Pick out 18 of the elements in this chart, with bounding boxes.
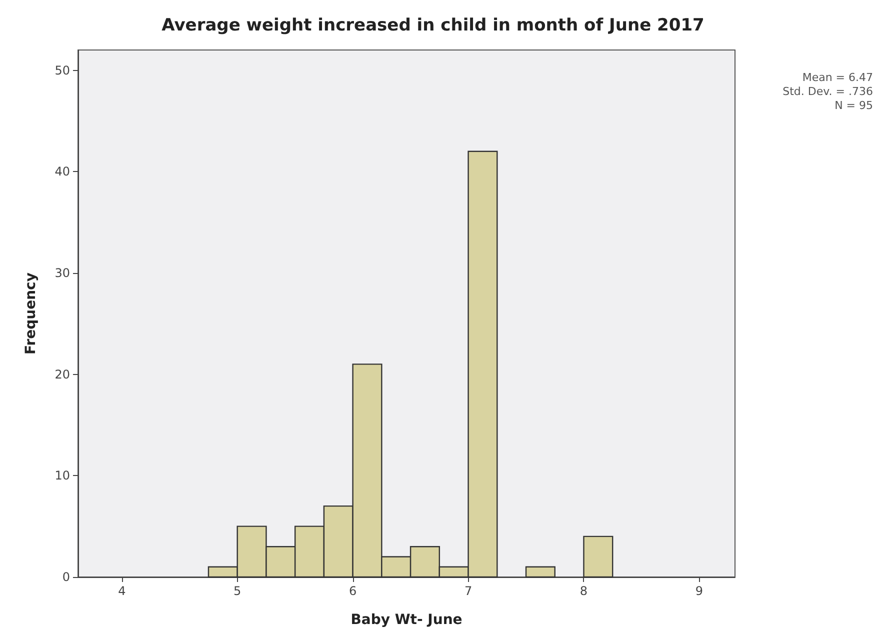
text: N = 95 xyxy=(834,99,873,112)
y-tick-label: 20 xyxy=(54,367,70,382)
y-tick-label: 30 xyxy=(54,266,70,280)
x-tick-label: 7 xyxy=(464,584,472,598)
x-tick-label: 6 xyxy=(348,584,357,598)
y-tick-label: 0 xyxy=(62,570,70,584)
chart-title: Average weight increased in child in month of June 2017 xyxy=(162,16,704,36)
x-tick-label: 8 xyxy=(580,584,588,598)
x-tick-label: 4 xyxy=(118,584,126,598)
y-axis-title: Frequency xyxy=(23,272,39,354)
y-tick-label: 10 xyxy=(54,468,70,483)
y-tick-label: 50 xyxy=(54,63,70,78)
y-tick-label: 40 xyxy=(54,164,70,179)
text: Std. Dev. = .736 xyxy=(782,85,874,98)
x-tick-label: 9 xyxy=(695,584,704,598)
text: Mean = 6.47 xyxy=(802,71,874,84)
x-axis-title: Baby Wt- June xyxy=(350,612,462,628)
x-tick-label: 5 xyxy=(234,584,242,598)
